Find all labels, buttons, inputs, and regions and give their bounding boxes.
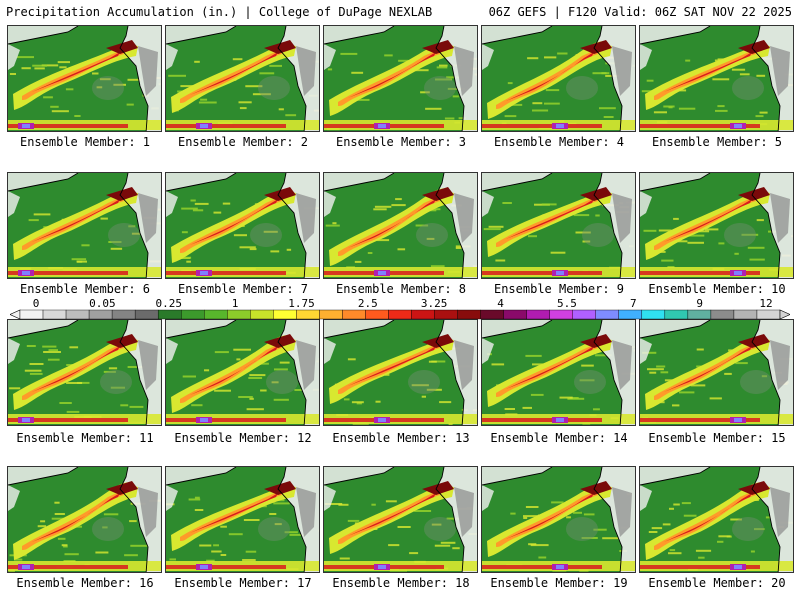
ensemble-member-label: Ensemble Member: 7 xyxy=(177,282,309,296)
precip-colorbar: 0 0.05 0.25 1 1.75 2.5 3.25 4 5.5 7 9 12 xyxy=(10,297,790,320)
ensemble-member-label: Ensemble Member: 6 xyxy=(19,282,151,296)
colorbar-tick-label: 0.05 xyxy=(89,297,116,310)
ensemble-member-label: Ensemble Member: 8 xyxy=(335,282,467,296)
colorbar-arrow-left xyxy=(10,309,21,320)
ensemble-map-panel xyxy=(639,466,794,573)
ensemble-map-panel xyxy=(481,466,636,573)
colorbar-cell xyxy=(157,309,182,320)
colorbar-cell xyxy=(181,309,205,320)
colorbar-cell xyxy=(618,309,643,320)
colorbar-tick-label: 2.5 xyxy=(358,297,378,310)
colorbar-cell xyxy=(664,309,689,320)
ensemble-map-panel xyxy=(165,172,320,279)
model-run-info: 06Z GEFS | F120 Valid: 06Z SAT NOV 22 20… xyxy=(488,5,792,19)
colorbar-cell xyxy=(526,309,550,320)
colorbar-cell xyxy=(342,309,366,320)
colorbar-cell xyxy=(733,309,758,320)
colorbar-tick-label: 3.25 xyxy=(421,297,448,310)
ensemble-map-panel xyxy=(7,25,162,132)
ensemble-map-panel xyxy=(323,25,478,132)
ensemble-member-label: Ensemble Member: 4 xyxy=(493,135,625,149)
colorbar-cell xyxy=(434,309,458,320)
colorbar-cells xyxy=(10,309,790,320)
ensemble-member-label: Ensemble Member: 13 xyxy=(332,431,470,445)
colorbar-cell xyxy=(549,309,573,320)
colorbar-tick-label: 4 xyxy=(497,297,504,310)
colorbar-labels: 0 0.05 0.25 1 1.75 2.5 3.25 4 5.5 7 9 12 xyxy=(33,297,773,310)
colorbar-tick-label: 12 xyxy=(759,297,772,310)
colorbar-cell xyxy=(273,309,297,320)
colorbar-cell xyxy=(19,309,44,320)
ensemble-map-panel xyxy=(165,319,320,426)
colorbar-cell xyxy=(134,309,159,320)
colorbar-tick-label: 1 xyxy=(232,297,239,310)
colorbar-cell xyxy=(710,309,735,320)
ensemble-map-panel xyxy=(639,319,794,426)
ensemble-member-label: Ensemble Member: 11 xyxy=(16,431,154,445)
ensemble-map-panel xyxy=(639,25,794,132)
colorbar-tick-label: 5.5 xyxy=(557,297,577,310)
ensemble-map-panel xyxy=(323,466,478,573)
colorbar-cell xyxy=(227,309,251,320)
colorbar-cell xyxy=(641,309,666,320)
ensemble-member-label: Ensemble Member: 2 xyxy=(177,135,309,149)
colorbar-tick-label: 9 xyxy=(696,297,703,310)
ensemble-map-panel xyxy=(481,25,636,132)
colorbar-cell xyxy=(365,309,389,320)
colorbar-cell xyxy=(296,309,320,320)
colorbar-cell xyxy=(480,309,504,320)
colorbar-cell xyxy=(595,309,619,320)
colorbar-cell xyxy=(65,309,90,320)
colorbar-arrow-right xyxy=(779,309,790,320)
ensemble-member-label: Ensemble Member: 3 xyxy=(335,135,467,149)
ensemble-map-panel xyxy=(165,466,320,573)
ensemble-member-label: Ensemble Member: 19 xyxy=(490,576,628,590)
ensemble-map-panel xyxy=(7,319,162,426)
ensemble-member-label: Ensemble Member: 12 xyxy=(174,431,312,445)
ensemble-member-label: Ensemble Member: 9 xyxy=(493,282,625,296)
ensemble-member-label: Ensemble Member: 10 xyxy=(648,282,786,296)
colorbar-cell xyxy=(687,309,712,320)
colorbar-cell xyxy=(88,309,113,320)
ensemble-map-panel xyxy=(323,319,478,426)
ensemble-map-panel xyxy=(323,172,478,279)
ensemble-map-panel xyxy=(481,172,636,279)
colorbar-cell xyxy=(204,309,228,320)
colorbar-cell xyxy=(503,309,527,320)
ensemble-member-label: Ensemble Member: 18 xyxy=(332,576,470,590)
ensemble-member-label: Ensemble Member: 1 xyxy=(19,135,151,149)
colorbar-cell xyxy=(42,309,67,320)
ensemble-map-panel xyxy=(7,466,162,573)
map-title: Precipitation Accumulation (in.) | Colle… xyxy=(6,5,433,19)
ensemble-member-label: Ensemble Member: 15 xyxy=(648,431,786,445)
ensemble-member-label: Ensemble Member: 5 xyxy=(651,135,783,149)
ensemble-member-label: Ensemble Member: 17 xyxy=(174,576,312,590)
colorbar-tick-label: 7 xyxy=(630,297,637,310)
colorbar-tick-label: 0 xyxy=(33,297,40,310)
colorbar-tick-label: 0.25 xyxy=(155,297,182,310)
colorbar-cell xyxy=(572,309,596,320)
colorbar-cell xyxy=(319,309,343,320)
colorbar-tick-label: 1.75 xyxy=(288,297,315,310)
ensemble-member-label: Ensemble Member: 16 xyxy=(16,576,154,590)
colorbar-cell xyxy=(111,309,136,320)
ensemble-member-label: Ensemble Member: 14 xyxy=(490,431,628,445)
ensemble-member-label: Ensemble Member: 20 xyxy=(648,576,786,590)
ensemble-map-panel xyxy=(481,319,636,426)
ensemble-map-panel xyxy=(165,25,320,132)
colorbar-cell xyxy=(457,309,481,320)
ensemble-map-panel xyxy=(7,172,162,279)
colorbar-cell xyxy=(250,309,274,320)
colorbar-cell xyxy=(411,309,435,320)
colorbar-cell xyxy=(388,309,412,320)
ensemble-map-panel xyxy=(639,172,794,279)
colorbar-cell xyxy=(756,309,781,320)
